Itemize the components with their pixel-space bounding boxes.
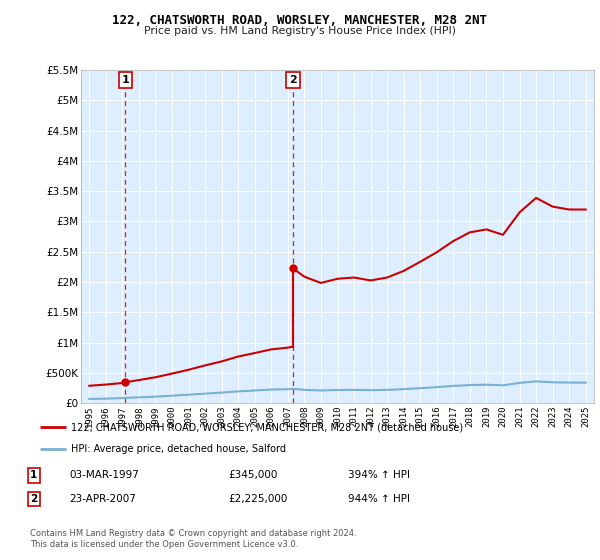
Text: £345,000: £345,000 (228, 470, 277, 480)
Text: 2: 2 (30, 494, 37, 504)
Text: 122, CHATSWORTH ROAD, WORSLEY, MANCHESTER, M28 2NT: 122, CHATSWORTH ROAD, WORSLEY, MANCHESTE… (113, 14, 487, 27)
Text: Price paid vs. HM Land Registry's House Price Index (HPI): Price paid vs. HM Land Registry's House … (144, 26, 456, 36)
Text: 394% ↑ HPI: 394% ↑ HPI (348, 470, 410, 480)
Text: HPI: Average price, detached house, Salford: HPI: Average price, detached house, Salf… (71, 444, 286, 454)
Text: £2,225,000: £2,225,000 (228, 494, 287, 504)
Text: 2: 2 (289, 75, 297, 85)
Text: 1: 1 (121, 75, 129, 85)
Text: 23-APR-2007: 23-APR-2007 (69, 494, 136, 504)
Text: 944% ↑ HPI: 944% ↑ HPI (348, 494, 410, 504)
Text: 03-MAR-1997: 03-MAR-1997 (69, 470, 139, 480)
Text: Contains HM Land Registry data © Crown copyright and database right 2024.
This d: Contains HM Land Registry data © Crown c… (30, 529, 356, 549)
Text: 1: 1 (30, 470, 37, 480)
Text: 122, CHATSWORTH ROAD, WORSLEY, MANCHESTER, M28 2NT (detached house): 122, CHATSWORTH ROAD, WORSLEY, MANCHESTE… (71, 423, 464, 433)
